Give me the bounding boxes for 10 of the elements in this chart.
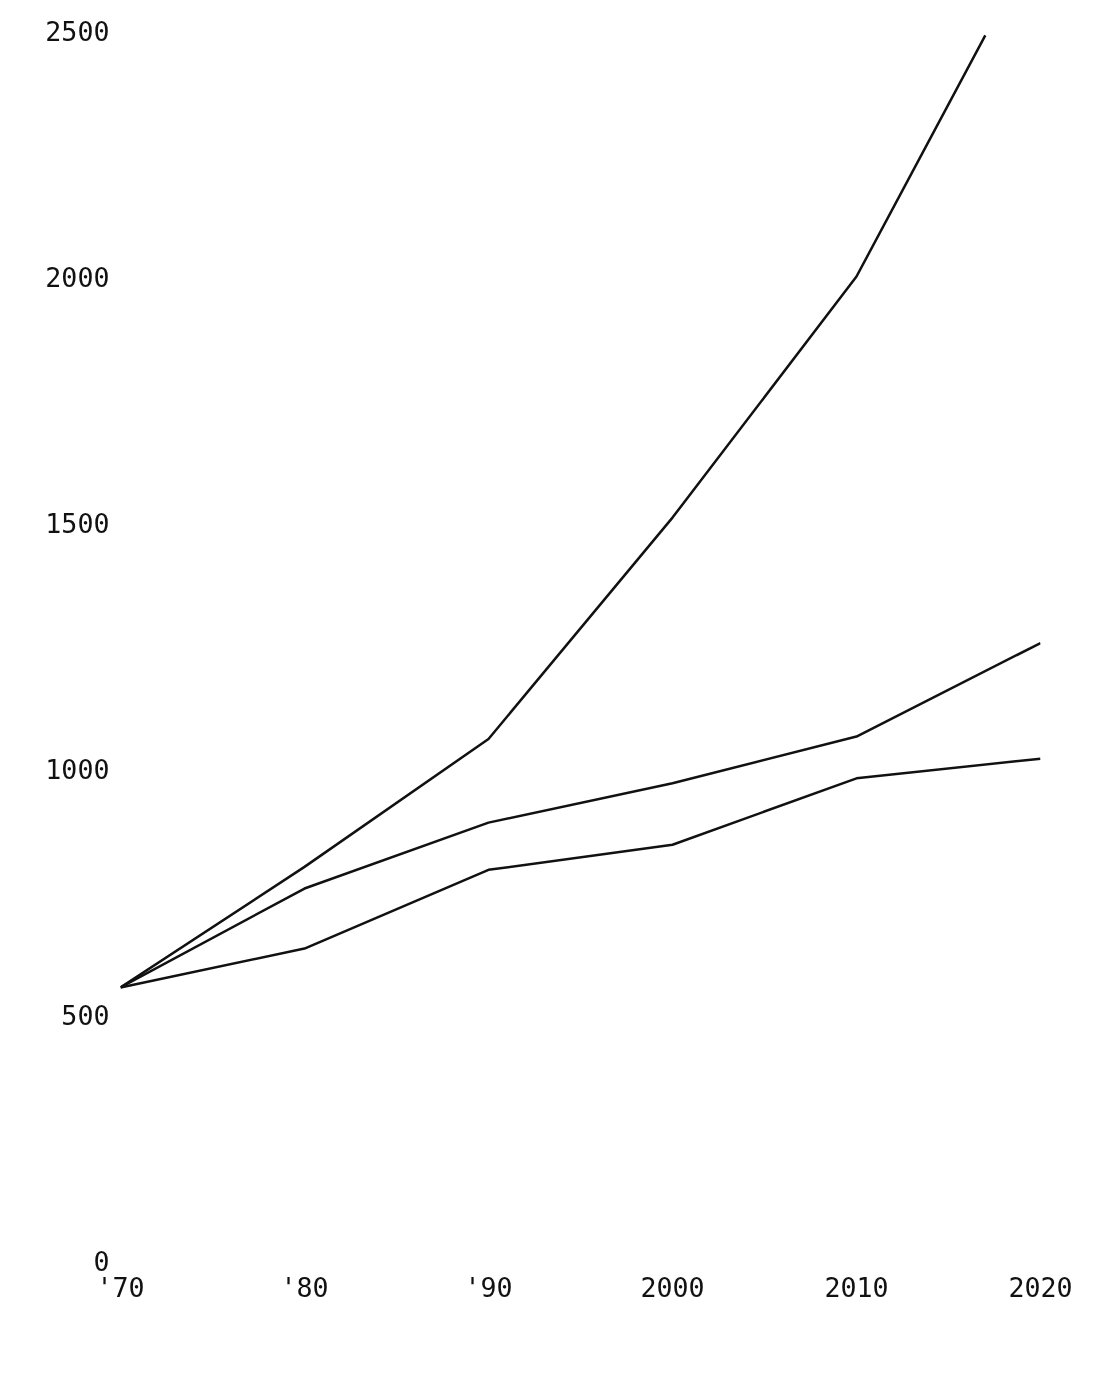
x-tick-label: '90 <box>464 1271 513 1303</box>
y-tick-label: 1000 <box>45 753 110 785</box>
x-tick-label: 2010 <box>824 1271 889 1303</box>
y-tick-label: 2500 <box>45 15 110 47</box>
y-tick-label: 500 <box>61 999 110 1031</box>
y-tick-label: 2000 <box>45 261 110 293</box>
x-tick-label: 2000 <box>640 1271 705 1303</box>
x-tick-label: '80 <box>280 1271 329 1303</box>
y-tick-label: 1500 <box>45 507 110 539</box>
x-tick-label: 2020 <box>1008 1271 1073 1303</box>
